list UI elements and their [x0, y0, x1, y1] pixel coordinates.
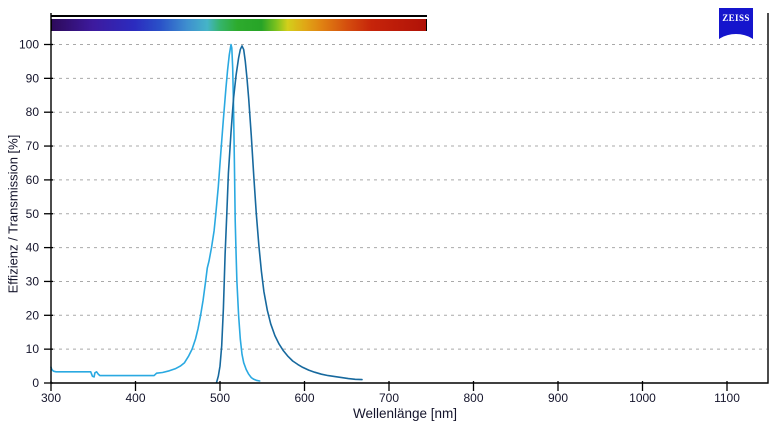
- y-tick-label: 40: [26, 241, 40, 255]
- zeiss-logo-background: [719, 8, 753, 39]
- spectrum-bar-top-border: [51, 15, 428, 17]
- x-tick-label: 400: [125, 391, 145, 405]
- series-curve-excitation-spectrum: [50, 43, 261, 382]
- x-tick-label: 600: [294, 391, 314, 405]
- axes-frame: [50, 13, 769, 384]
- x-tick-label: 300: [41, 391, 61, 405]
- y-tick-label: 100: [19, 38, 39, 52]
- y-tick-label: 10: [26, 342, 40, 356]
- x-axis-title: Wellenlänge [nm]: [352, 406, 458, 421]
- y-tick-label: 0: [32, 376, 39, 390]
- x-tick-label: 700: [379, 391, 399, 405]
- x-tick-label: 1000: [629, 391, 656, 405]
- y-tick-label: 60: [26, 173, 40, 187]
- x-tick-label: 900: [548, 391, 568, 405]
- x-tick-label: 800: [463, 391, 483, 405]
- y-tick-label: 50: [26, 207, 40, 221]
- x-tick-label: 500: [210, 391, 230, 405]
- zeiss-logo-text: ZEISS: [722, 13, 750, 23]
- y-tick-label: 70: [26, 139, 40, 153]
- y-tick-label: 90: [26, 71, 40, 85]
- y-tick-label: 20: [26, 308, 40, 322]
- x-tick-label: 1100: [714, 391, 740, 405]
- y-tick-label: 80: [26, 105, 40, 119]
- y-tick-label: 30: [26, 274, 40, 288]
- y-axis-title: Effizienz / Transmission [%]: [5, 134, 21, 294]
- series-curve-emission-spectrum: [215, 45, 363, 384]
